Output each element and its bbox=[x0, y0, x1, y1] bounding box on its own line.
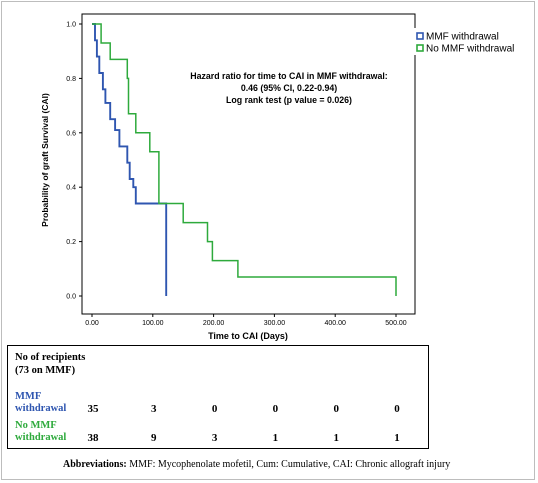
y-axis-label: Probability of graft Survival (CAI) bbox=[40, 93, 50, 227]
risk-count-cell: 1 bbox=[333, 432, 339, 444]
risk-table: No of recipients (73 on MMF) MMF withdra… bbox=[7, 345, 429, 449]
risk-row-label-mmf-line2: withdrawal bbox=[15, 403, 67, 414]
x-tick-label: 400.00 bbox=[324, 320, 346, 327]
annotation-line: 0.46 (95% CI, 0.22-0.94) bbox=[241, 83, 337, 93]
risk-table-title-line2: (73 on MMF) bbox=[15, 365, 76, 376]
abbreviations-label: Abbreviations: bbox=[63, 459, 127, 470]
annotation-line: Hazard ratio for time to CAI in MMF with… bbox=[190, 71, 388, 81]
risk-row-label-no-mmf-line2: withdrawal bbox=[15, 432, 67, 443]
y-tick-label: 0.8 bbox=[66, 76, 76, 83]
annotation-line: Log rank test (p value = 0.026) bbox=[226, 95, 352, 105]
x-axis-label: Time to CAI (Days) bbox=[208, 331, 288, 341]
legend-box bbox=[388, 28, 515, 55]
risk-table-title: No of recipients (73 on MMF) bbox=[15, 351, 85, 377]
risk-row-label-no-mmf: No MMF withdrawal bbox=[15, 420, 66, 444]
risk-count-cell: 0 bbox=[211, 403, 218, 415]
risk-count-cell: 35 bbox=[87, 403, 99, 415]
x-tick-label: 100.00 bbox=[142, 320, 164, 327]
legend-label-mmf: MMF withdrawal bbox=[426, 32, 499, 43]
x-tick-label: 500.00 bbox=[385, 320, 407, 327]
risk-count-cell: 3 bbox=[211, 432, 218, 444]
km-chart: 0.0 0.2 0.4 0.6 0.8 1.0 0.00 100.00 200.00 300.0… bbox=[40, 13, 515, 341]
abbreviations-text: MMF: Mycophenolate mofetil, Cum: Cumulat… bbox=[129, 459, 451, 470]
y-tick-label: 0.2 bbox=[66, 239, 76, 246]
risk-count-cell: 0 bbox=[394, 403, 400, 415]
risk-row-label-mmf-line1: MMF bbox=[15, 391, 42, 402]
plot-area bbox=[81, 13, 416, 315]
risk-count-cell: 0 bbox=[272, 403, 279, 415]
x-tick-label: 0.00 bbox=[85, 320, 99, 327]
x-tick-label: 200.00 bbox=[203, 320, 225, 327]
y-tick-label: 1.0 bbox=[66, 22, 76, 29]
risk-count-cell: 9 bbox=[151, 432, 157, 444]
legend-swatch-no-mmf bbox=[416, 44, 424, 52]
series-line-mmf-withdrawal bbox=[92, 23, 168, 296]
y-tick-label: 0.0 bbox=[66, 294, 76, 301]
legend-label-no-mmf: No MMF withdrawal bbox=[426, 44, 514, 55]
risk-count-cell: 3 bbox=[151, 403, 157, 415]
hazard-ratio-annotation: Hazard ratio for time to CAI in MMF with… bbox=[190, 71, 388, 105]
risk-count-cell: 1 bbox=[272, 432, 279, 444]
abbreviations-note: Abbreviations: MMF: Mycophenolate mofeti… bbox=[63, 459, 450, 470]
series-line-no-mmf-withdrawal bbox=[92, 23, 397, 296]
risk-count-cell: 38 bbox=[87, 432, 99, 444]
risk-count-cell: 1 bbox=[394, 432, 400, 444]
x-tick-label: 300.00 bbox=[264, 320, 286, 327]
risk-row-label-mmf: MMF withdrawal bbox=[15, 391, 66, 415]
y-tick-label: 0.4 bbox=[66, 185, 76, 192]
legend-swatch-mmf bbox=[416, 32, 424, 40]
risk-count-cell: 0 bbox=[333, 403, 339, 415]
risk-row-label-no-mmf-line1: No MMF bbox=[15, 420, 57, 431]
risk-table-title-line1: No of recipients bbox=[15, 352, 86, 363]
legend: MMF withdrawal No MMF withdrawal bbox=[388, 28, 515, 55]
y-tick-label: 0.6 bbox=[66, 130, 76, 137]
